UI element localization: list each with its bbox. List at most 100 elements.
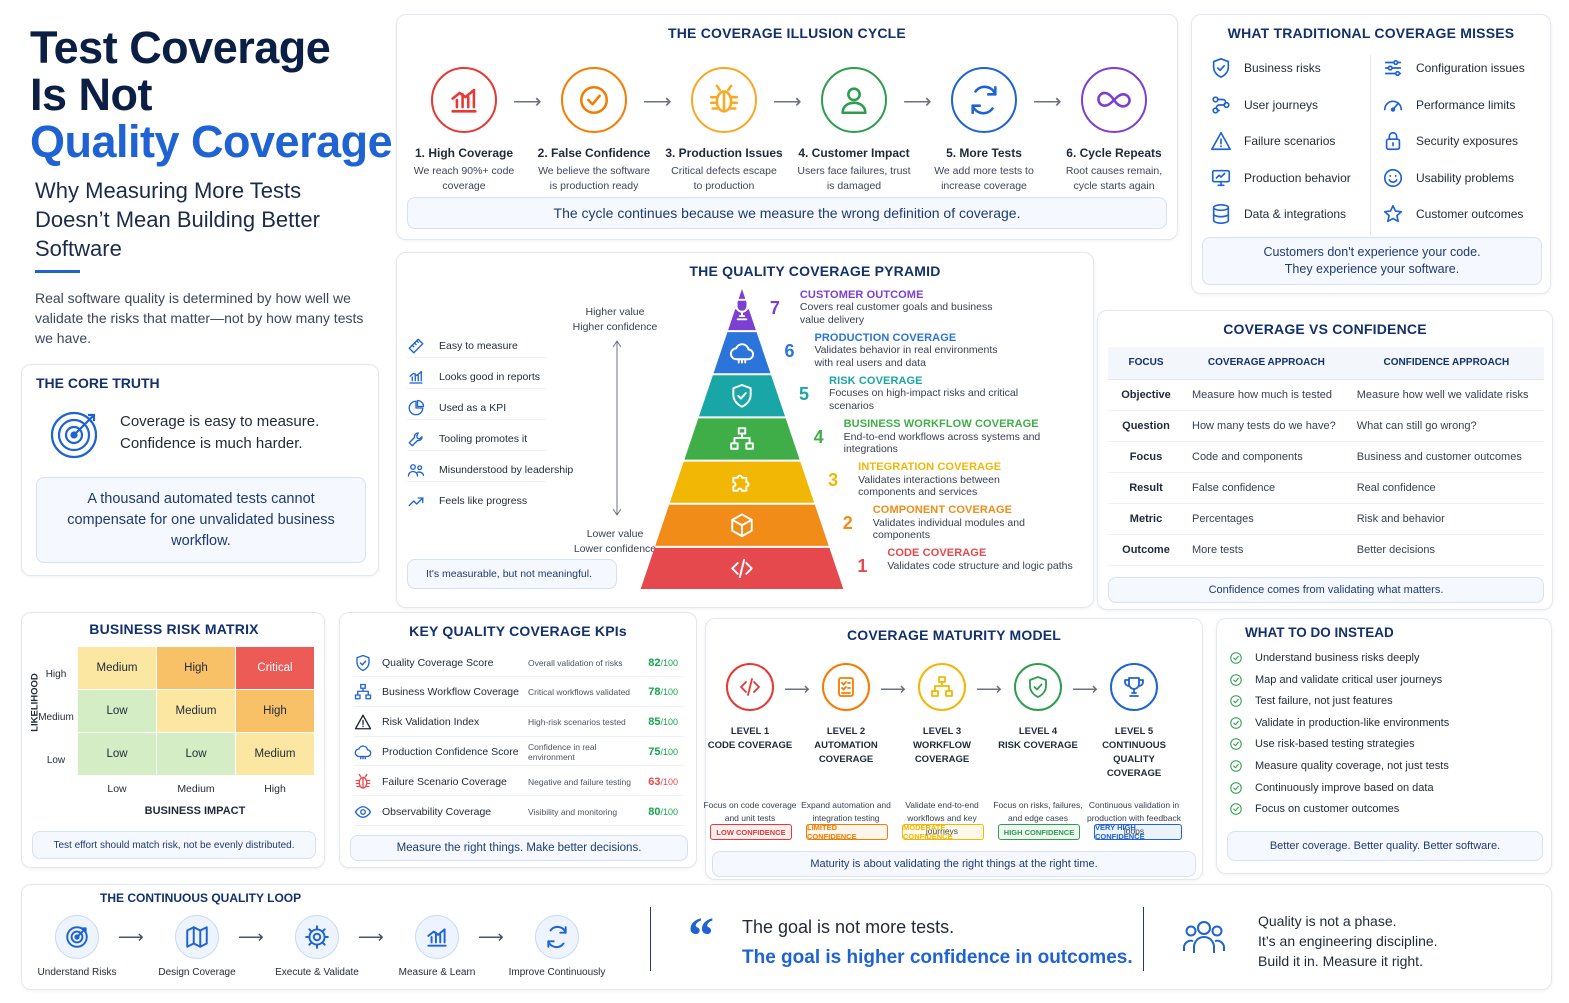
todo-item: Use risk-based testing strategies: [1229, 737, 1415, 751]
pyramid-level-number: 7: [769, 297, 780, 318]
bar-chart-icon: [407, 368, 439, 386]
pyramid-left-note: It's measurable, but not meaningful.: [407, 559, 617, 589]
arrow-right-icon: ⟶: [773, 91, 802, 113]
maturity-level-name: AUTOMATION COVERAGE: [814, 740, 878, 765]
matrix-col-label: Medium: [177, 783, 215, 795]
code-icon: [731, 558, 753, 579]
pyramid-level-number: 1: [857, 556, 868, 577]
maturity-level-title: LEVEL 3 WORKFLOW COVERAGE: [894, 725, 990, 767]
top-axis-line1: Higher value: [585, 306, 645, 318]
matrix-cell: Medium: [236, 733, 314, 775]
database-icon: [1210, 203, 1244, 225]
cloud-icon: [729, 343, 755, 364]
kpi-score: 75: [648, 745, 661, 758]
maturity-panel: COVERAGE MATURITY MODEL LEVEL 1 CODE COVE…: [702, 618, 1203, 880]
kpi-row: Business Workflow Coverage Critical workf…: [354, 679, 684, 707]
cycle-note: The cycle continues because we measure t…: [407, 197, 1167, 229]
eye-icon: [354, 803, 372, 821]
miss-item: Customer outcomes: [1382, 203, 1523, 225]
puzzle-icon: [732, 474, 750, 492]
trophy-icon: [731, 298, 753, 321]
pyramid-level-label: COMPONENT COVERAGE Validates individual m…: [873, 504, 1073, 542]
todo-item: Measure quality coverage, not just tests: [1229, 759, 1449, 773]
arrow-right-icon: ⟶: [358, 927, 384, 947]
table-cell: Risk and behavior: [1348, 503, 1544, 535]
pyramid-level-desc: Covers real customer goals and business …: [799, 301, 993, 326]
core-truth-panel: THE CORE TRUTH Coverage is easy to measu…: [21, 364, 379, 576]
pie-chart-icon: [407, 399, 439, 417]
bug-icon: [691, 67, 757, 133]
misses-panel: WHAT TRADITIONAL COVERAGE MISSES Busines…: [1191, 14, 1551, 294]
cycle-title: THE COVERAGE ILLUSION CYCLE: [668, 25, 906, 41]
miss-item: Data & integrations: [1210, 203, 1346, 225]
kpi-name: Production Confidence Score: [382, 745, 519, 758]
table-cell: How many tests do we have?: [1184, 410, 1349, 442]
quote-icon: “: [688, 908, 714, 965]
cycle-step-desc: We reach 90%+ code coverage: [413, 165, 515, 192]
pyramid-level-number: 4: [813, 427, 824, 447]
kpi-suffix: /100: [660, 687, 678, 698]
cycle-step-desc: Critical defects escape to production: [671, 165, 777, 192]
kpi-score: 80: [648, 805, 661, 818]
miss-label: Data & integrations: [1244, 207, 1347, 221]
maturity-level-desc: Validate end-to-end workflows and key jo…: [905, 800, 979, 836]
confidence-badge: MODERATE CONFIDENCE: [902, 823, 984, 841]
kpi-name: Business Workflow Coverage: [382, 686, 519, 699]
closing-text: Quality is not a phase. It’s an engineer…: [1258, 911, 1438, 971]
table-cell: More tests: [1184, 534, 1349, 566]
matrix-row-label: Medium: [38, 711, 74, 723]
table-cell: Real confidence: [1348, 472, 1544, 504]
table-cell: Business and customer outcomes: [1348, 441, 1544, 473]
matrix-cell: High: [157, 647, 235, 689]
matrix-col-label: Low: [107, 783, 127, 795]
pyramid-left-item: Misunderstood by leadership: [407, 461, 573, 479]
pyramid-level-name: RISK COVERAGE: [829, 374, 923, 387]
cycle-panel: THE COVERAGE ILLUSION CYCLE 1. High Cove…: [396, 14, 1178, 240]
table-cell: Measure how much is tested: [1184, 379, 1349, 411]
todo-item: Continuously improve based on data: [1229, 781, 1434, 795]
table-cell: Better decisions: [1348, 534, 1544, 566]
pyramid-level-desc: Validates code structure and logic paths: [887, 559, 1073, 572]
quote-line2: The goal is higher confidence in outcome…: [742, 947, 1133, 968]
loop-step: Improve Continuously: [502, 915, 612, 978]
pyramid-level-desc: End-to-end workflows across systems and …: [843, 430, 1041, 456]
kpi-row: Quality Coverage Score Overall validation…: [354, 649, 684, 677]
table-cell: Focus: [1108, 441, 1184, 473]
table-cell: Measure how well we validate risks: [1348, 379, 1544, 411]
cycle-step-title: 4. Customer Impact: [798, 146, 910, 160]
misses-note: Customers don't experience your code. Th…: [1202, 237, 1542, 285]
loop-step-label: Understand Risks: [37, 967, 117, 978]
maturity-level-number: LEVEL 5: [1114, 726, 1154, 737]
axis-arrow-icon: [612, 340, 622, 516]
pyramid-level-desc: Focuses on high-impact risks and critica…: [829, 387, 1019, 412]
kpi-value: 85/100: [638, 716, 678, 728]
cycle-step-title: 5. More Tests: [946, 146, 1022, 160]
code-icon: [726, 663, 774, 711]
pyramid-level-name: CUSTOMER OUTCOME: [799, 288, 924, 301]
map-icon: [175, 915, 219, 959]
pyramid-level-name: PRODUCTION COVERAGE: [814, 331, 957, 344]
kpi-suffix: /100: [660, 746, 678, 757]
matrix-cell: High: [236, 690, 314, 732]
pyramid-panel: THE QUALITY COVERAGE PYRAMID Easy to mea…: [396, 252, 1094, 608]
table-cell: Objective: [1108, 379, 1184, 411]
table-cell: What can still go wrong?: [1348, 410, 1544, 442]
loop-title: THE CONTINUOUS QUALITY LOOP: [100, 891, 302, 905]
miss-item: Configuration issues: [1382, 57, 1525, 79]
confidence-badge: LOW CONFIDENCE: [710, 824, 792, 840]
confidence-badge: HIGH CONFIDENCE: [998, 824, 1080, 840]
gear-icon: [295, 915, 339, 959]
check-icon: [1229, 694, 1255, 708]
pyramid-left-item: Used as a KPI: [407, 399, 506, 417]
closing-divider: [1143, 907, 1144, 971]
pyramid-level-label: CODE COVERAGE Validates code structure an…: [887, 547, 1087, 572]
matrix-row-label: High: [45, 668, 67, 680]
check-circle-icon: [561, 67, 627, 133]
table-cell: Code and components: [1184, 441, 1349, 473]
hero-subtitle: Why Measuring More Tests Doesn’t Mean Bu…: [35, 178, 320, 261]
maturity-level-number: LEVEL 2: [826, 726, 866, 737]
arrow-right-icon: ⟶: [238, 927, 264, 947]
maturity-level: LEVEL 1 CODE COVERAGE Focus on code covera…: [702, 663, 798, 823]
compare-header-cell: FOCUS: [1108, 347, 1184, 380]
cycle-step-desc: We believe the software is production re…: [538, 165, 650, 192]
